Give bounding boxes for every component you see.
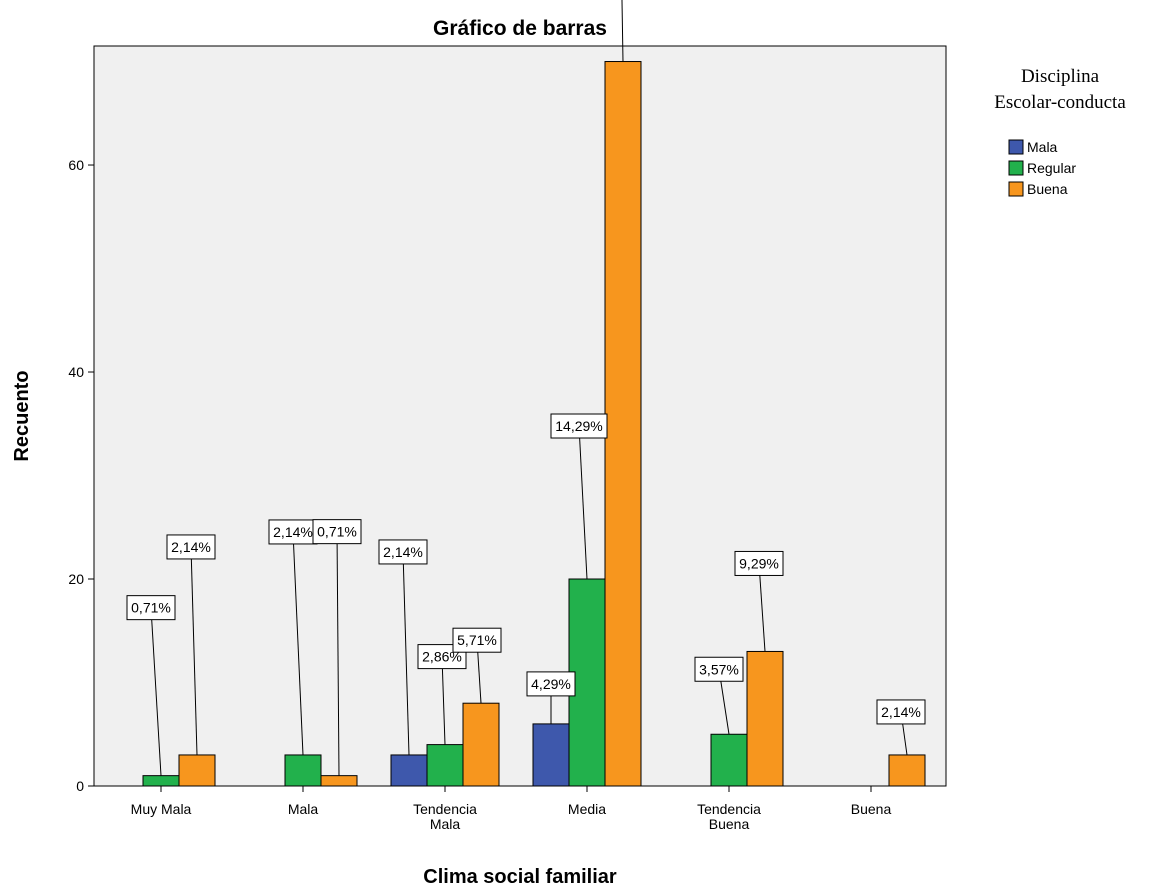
legend-label-mala: Mala [1027, 139, 1058, 155]
y-axis: 0 20 40 60 [68, 157, 94, 794]
x-tick-label: Media [568, 801, 606, 817]
data-label-box [452, 627, 502, 653]
data-label-box [126, 595, 176, 621]
data-label-leader [621, 0, 624, 62]
bar-buena-2 [462, 702, 500, 787]
x-tick-label: Buena [851, 801, 892, 817]
x-tick-label: Mala [288, 801, 319, 817]
x-tick-label: Muy Mala [131, 801, 192, 817]
data-label-box [550, 413, 608, 439]
data-label-box [166, 534, 216, 560]
data-label-leader [441, 656, 446, 745]
legend-title: Disciplina [1021, 66, 1100, 87]
data-label: 2,86% [422, 649, 462, 665]
data-labels: 2,14%4,29%0,71%2,14%2,86%14,29%3,57%2,14… [126, 0, 926, 776]
data-label-leader [190, 546, 198, 755]
data-label-box [312, 519, 362, 545]
data-label: 2,14% [171, 539, 211, 555]
bar-regular-4 [710, 733, 748, 787]
y-axis-title: Recuento [11, 370, 33, 461]
data-label: 0,71% [131, 600, 171, 616]
bar-buena-4 [746, 650, 784, 787]
legend-swatch-regular [1008, 160, 1024, 176]
x-tick-label: Tendencia Mala [413, 801, 477, 832]
y-tick-label: 0 [76, 778, 84, 794]
x-tick-label: Tendencia Buena [697, 801, 761, 832]
data-label-leader [150, 607, 162, 776]
chart-title: Gráfico de barras [433, 17, 607, 40]
data-label: 14,29% [555, 418, 602, 434]
data-label-leader [578, 425, 588, 580]
data-label-leader [758, 563, 766, 652]
data-label: 5,71% [457, 632, 497, 648]
data-label: 4,29% [531, 676, 571, 692]
bar-buena-0 [178, 754, 216, 787]
bar-buena-1 [320, 775, 358, 787]
data-label: 2,14% [383, 544, 423, 560]
data-label-leader [292, 531, 304, 755]
legend-label-buena: Buena [1027, 181, 1068, 197]
data-label-leader [336, 531, 340, 776]
bar-mala-3 [532, 723, 570, 787]
data-label: 0,71% [317, 524, 357, 540]
data-label-box [694, 656, 744, 682]
bar-regular-2 [426, 744, 464, 787]
data-label-box [876, 699, 926, 725]
legend-swatch-buena [1008, 181, 1024, 197]
y-tick-label: 40 [68, 364, 84, 380]
x-axis: Muy Mala Mala Tendencia Mala Media Tendencia B… [131, 786, 892, 832]
data-label: 2,14% [273, 524, 313, 540]
legend-title: Escolar-conducta [994, 92, 1126, 113]
data-label-box [268, 519, 318, 545]
data-label-box [734, 550, 784, 576]
data-label-box [526, 671, 576, 697]
y-tick-label: 20 [68, 571, 84, 587]
data-label: 9,29% [739, 555, 779, 571]
data-label-box [378, 539, 428, 565]
bar-buena-3 [604, 61, 642, 787]
legend-label-regular: Regular [1027, 160, 1076, 176]
data-label: 3,57% [699, 661, 739, 677]
bar-buena-5 [888, 754, 926, 787]
data-label: 2,14% [881, 704, 921, 720]
plot-area [93, 45, 947, 787]
bar-regular-1 [284, 754, 322, 787]
legend: Disciplina Escolar-conducta Mala Regular Bue… [994, 66, 1126, 197]
bar-mala-2 [390, 754, 428, 787]
bars [142, 61, 926, 787]
bar-regular-0 [142, 775, 180, 787]
legend-swatch-mala [1008, 139, 1024, 155]
data-label-leader [402, 551, 410, 755]
x-axis-title: Clima social familiar [423, 866, 617, 885]
y-tick-label: 60 [68, 157, 84, 173]
